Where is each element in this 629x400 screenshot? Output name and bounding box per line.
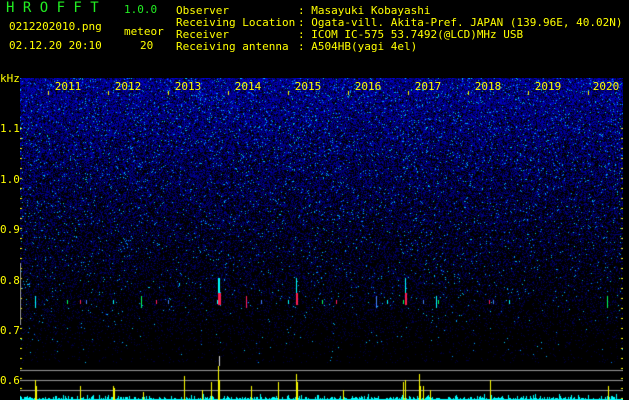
x-tick-label: 2016 — [354, 80, 382, 93]
x-tick-label: 2017 — [414, 80, 442, 93]
x-tick-label: 2018 — [474, 80, 502, 93]
meteor-label: meteor — [124, 25, 164, 38]
y-tick-label: 1.1 — [0, 122, 20, 135]
x-tick-label: 2020 — [592, 80, 620, 93]
file-name: 0212202010.png — [9, 20, 102, 33]
x-tick-label: 2013 — [174, 80, 202, 93]
y-tick-label: 0.9 — [0, 223, 20, 236]
meteor-count: 20 — [140, 39, 154, 52]
info-label-receiver: Receiver — [176, 28, 229, 41]
info-value-antenna: A504HB(yagi 4el) — [311, 40, 418, 53]
spectrogram — [20, 78, 623, 400]
info-value-location: Ogata-vill. Akita-Pref. JAPAN (139.96E, … — [311, 16, 623, 29]
x-tick-label: 2012 — [114, 80, 142, 93]
app-version: 1.0.0 — [124, 3, 158, 16]
y-tick-label: 0.6 — [0, 374, 20, 387]
y-unit-label: kHz — [0, 72, 20, 85]
info-value-receiver: ICOM IC-575 53.7492(@LCD)MHz USB — [311, 28, 524, 41]
y-tick-label: 1.0 — [0, 173, 20, 186]
info-label-observer: Observer — [176, 4, 229, 17]
y-tick-label: 0.7 — [0, 324, 20, 337]
y-tick-label: 0.8 — [0, 274, 20, 287]
app-title: H R O F F T — [6, 0, 99, 16]
info-label-location: Receiving Location — [176, 16, 296, 29]
info-label-antenna: Receiving antenna — [176, 40, 289, 53]
x-tick-label: 2019 — [534, 80, 562, 93]
x-tick-label: 2011 — [54, 80, 82, 93]
file-datetime: 02.12.20 20:10 — [9, 39, 102, 52]
info-value-observer: Masayuki Kobayashi — [311, 4, 431, 17]
station-info: Observer : Masayuki Kobayashi Receiving … — [176, 4, 623, 53]
x-tick-label: 2014 — [234, 80, 262, 93]
x-tick-label: 2015 — [294, 80, 322, 93]
